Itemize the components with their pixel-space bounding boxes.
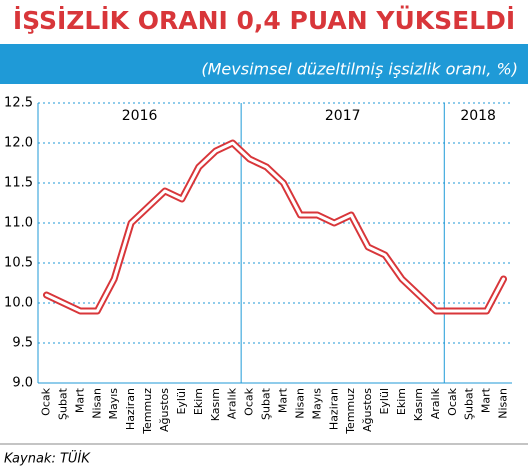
x-tick-label: Haziran	[124, 388, 137, 430]
y-tick-label: 12.5	[4, 96, 33, 111]
y-tick-label: 11.5	[4, 176, 33, 191]
x-tick-label: Nisan	[90, 388, 103, 419]
x-tick-label: Ocak	[39, 387, 52, 415]
y-tick-label: 9.5	[12, 336, 33, 351]
y-tick-label: 11.0	[4, 216, 33, 231]
x-tick-label: Şubat	[56, 387, 69, 420]
x-tick-label: Ocak	[446, 387, 459, 415]
x-tick-label: Aralık	[226, 387, 239, 419]
x-tick-label: Ağustos	[158, 388, 171, 432]
chart-title: İŞSİZLİK ORANI 0,4 PUAN YÜKSELDİ	[13, 5, 515, 35]
y-tick-label: 12.0	[4, 136, 33, 151]
x-tick-label: Eylül	[175, 388, 188, 415]
subtitle-band	[0, 44, 528, 84]
line	[44, 141, 506, 313]
x-tick-label: Ocak	[243, 387, 256, 415]
x-tick-label: Ekim	[192, 388, 205, 415]
x-tick-label: Şubat	[260, 387, 273, 420]
x-tick-label: Ekim	[395, 388, 408, 415]
x-tick-label: Aralık	[429, 387, 442, 419]
y-tick-label: 10.5	[4, 256, 33, 271]
x-tick-label: Temmuz	[344, 388, 357, 435]
source: Kaynak: TÜİK	[4, 450, 91, 467]
year-label: 2016	[122, 108, 158, 124]
x-tick-label: Mart	[73, 387, 86, 413]
x-tick-label: Şubat	[463, 387, 476, 420]
subtitle: (Mevsimsel düzeltilmiş işsizlik oranı, %…	[201, 60, 518, 79]
year-label: 2018	[460, 108, 496, 124]
x-tick-label: Mart	[276, 387, 289, 413]
x-tick-label: Nisan	[497, 388, 510, 419]
year-label: 2017	[325, 108, 361, 124]
x-tick-label: Mayıs	[107, 388, 120, 420]
line-outline	[42, 139, 508, 315]
x-tick-label: Eylül	[378, 388, 391, 415]
x-tick-label: Kasım	[412, 388, 425, 421]
x-tick-label: Ağustos	[361, 388, 374, 432]
x-tick-label: Nisan	[293, 388, 306, 419]
x-tick-label: Temmuz	[141, 388, 154, 435]
y-tick-label: 9.0	[12, 376, 33, 391]
y-tick-label: 10.0	[4, 296, 33, 311]
x-tick-label: Kasım	[209, 388, 222, 421]
x-tick-label: Haziran	[327, 388, 340, 430]
x-tick-label: Mayıs	[310, 388, 323, 420]
x-tick-label: Mart	[480, 387, 493, 413]
